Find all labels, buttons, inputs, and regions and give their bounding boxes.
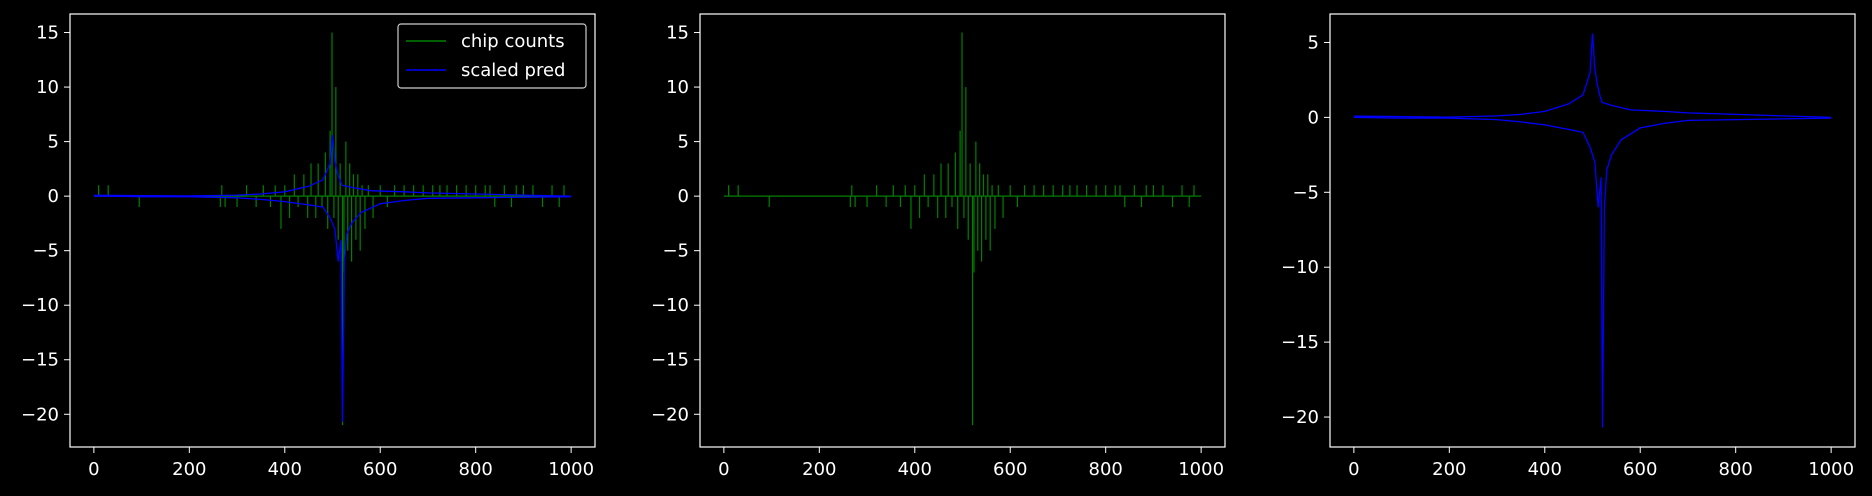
legend: chip counts scaled pred <box>397 23 587 89</box>
y-tick-label: −10 <box>651 295 689 316</box>
y-tick-label: −20 <box>1281 407 1319 428</box>
x-tick-label: 400 <box>268 459 302 480</box>
chart-panel-right: 0 200 400 600 800 1000 5 0 −5 −10 −15 −20 <box>1281 13 1856 480</box>
series-line-scaled-pred-upper <box>1353 33 1832 119</box>
x-tick-label: 1000 <box>548 459 594 480</box>
plot-area <box>93 32 572 426</box>
series-line-scaled-pred-upper <box>93 135 572 197</box>
x-tick-label: 0 <box>88 459 99 480</box>
y-tick-label: 5 <box>1308 32 1319 53</box>
x-tick-label: 1000 <box>1178 459 1224 480</box>
x-tick-label: 0 <box>1348 459 1359 480</box>
series-line-scaled-pred-lower <box>93 195 572 422</box>
x-tick-label: 200 <box>1432 459 1466 480</box>
series-line-scaled-pred-lower <box>1353 116 1832 428</box>
legend-label-scaled-pred: scaled pred <box>461 60 565 81</box>
y-tick-label: −10 <box>1281 257 1319 278</box>
y-tick-label: −20 <box>651 404 689 425</box>
legend-label-chip-counts: chip counts <box>461 31 565 52</box>
y-tick-label: 15 <box>666 23 689 44</box>
y-tick-label: 0 <box>678 186 689 207</box>
x-tick-label: 0 <box>718 459 729 480</box>
axes-frame <box>69 13 596 448</box>
x-tick-label: 1000 <box>1808 459 1854 480</box>
y-tick-label: 10 <box>666 77 689 98</box>
x-tick-label: 400 <box>1528 459 1562 480</box>
x-tick-label: 600 <box>363 459 397 480</box>
axes-frame <box>699 13 1226 448</box>
y-tick-label: 5 <box>678 132 689 153</box>
x-tick-label: 600 <box>1623 459 1657 480</box>
y-tick-label: −5 <box>32 241 59 262</box>
chart-panel-left: 0 200 400 600 800 1000 15 10 5 0 −5 −10 −15 −20 <box>21 13 596 480</box>
x-tick-label: 800 <box>459 459 493 480</box>
x-tick-label: 800 <box>1719 459 1753 480</box>
y-tick-label: −15 <box>1281 332 1319 353</box>
y-tick-label: −5 <box>662 241 689 262</box>
y-tick-label: 0 <box>48 186 59 207</box>
x-tick-label: 200 <box>802 459 836 480</box>
axes-frame <box>1329 13 1856 448</box>
chart-panel-middle: 0 200 400 600 800 1000 15 10 5 0 −5 −10 −15 −20 <box>651 13 1226 480</box>
x-tick-label: 800 <box>1089 459 1123 480</box>
x-tick-label: 200 <box>172 459 206 480</box>
x-tick-label: 600 <box>993 459 1027 480</box>
y-tick-label: −5 <box>1292 182 1319 203</box>
y-tick-label: 10 <box>36 77 59 98</box>
x-tick-label: 400 <box>898 459 932 480</box>
legend-box <box>397 23 587 89</box>
plot-area <box>723 32 1202 426</box>
y-tick-label: −10 <box>21 295 59 316</box>
y-tick-label: 15 <box>36 23 59 44</box>
y-tick-label: 5 <box>48 132 59 153</box>
plot-area <box>1353 33 1832 428</box>
y-tick-label: −15 <box>21 350 59 371</box>
y-tick-label: 0 <box>1308 107 1319 128</box>
y-tick-label: −15 <box>651 350 689 371</box>
y-tick-label: −20 <box>21 404 59 425</box>
